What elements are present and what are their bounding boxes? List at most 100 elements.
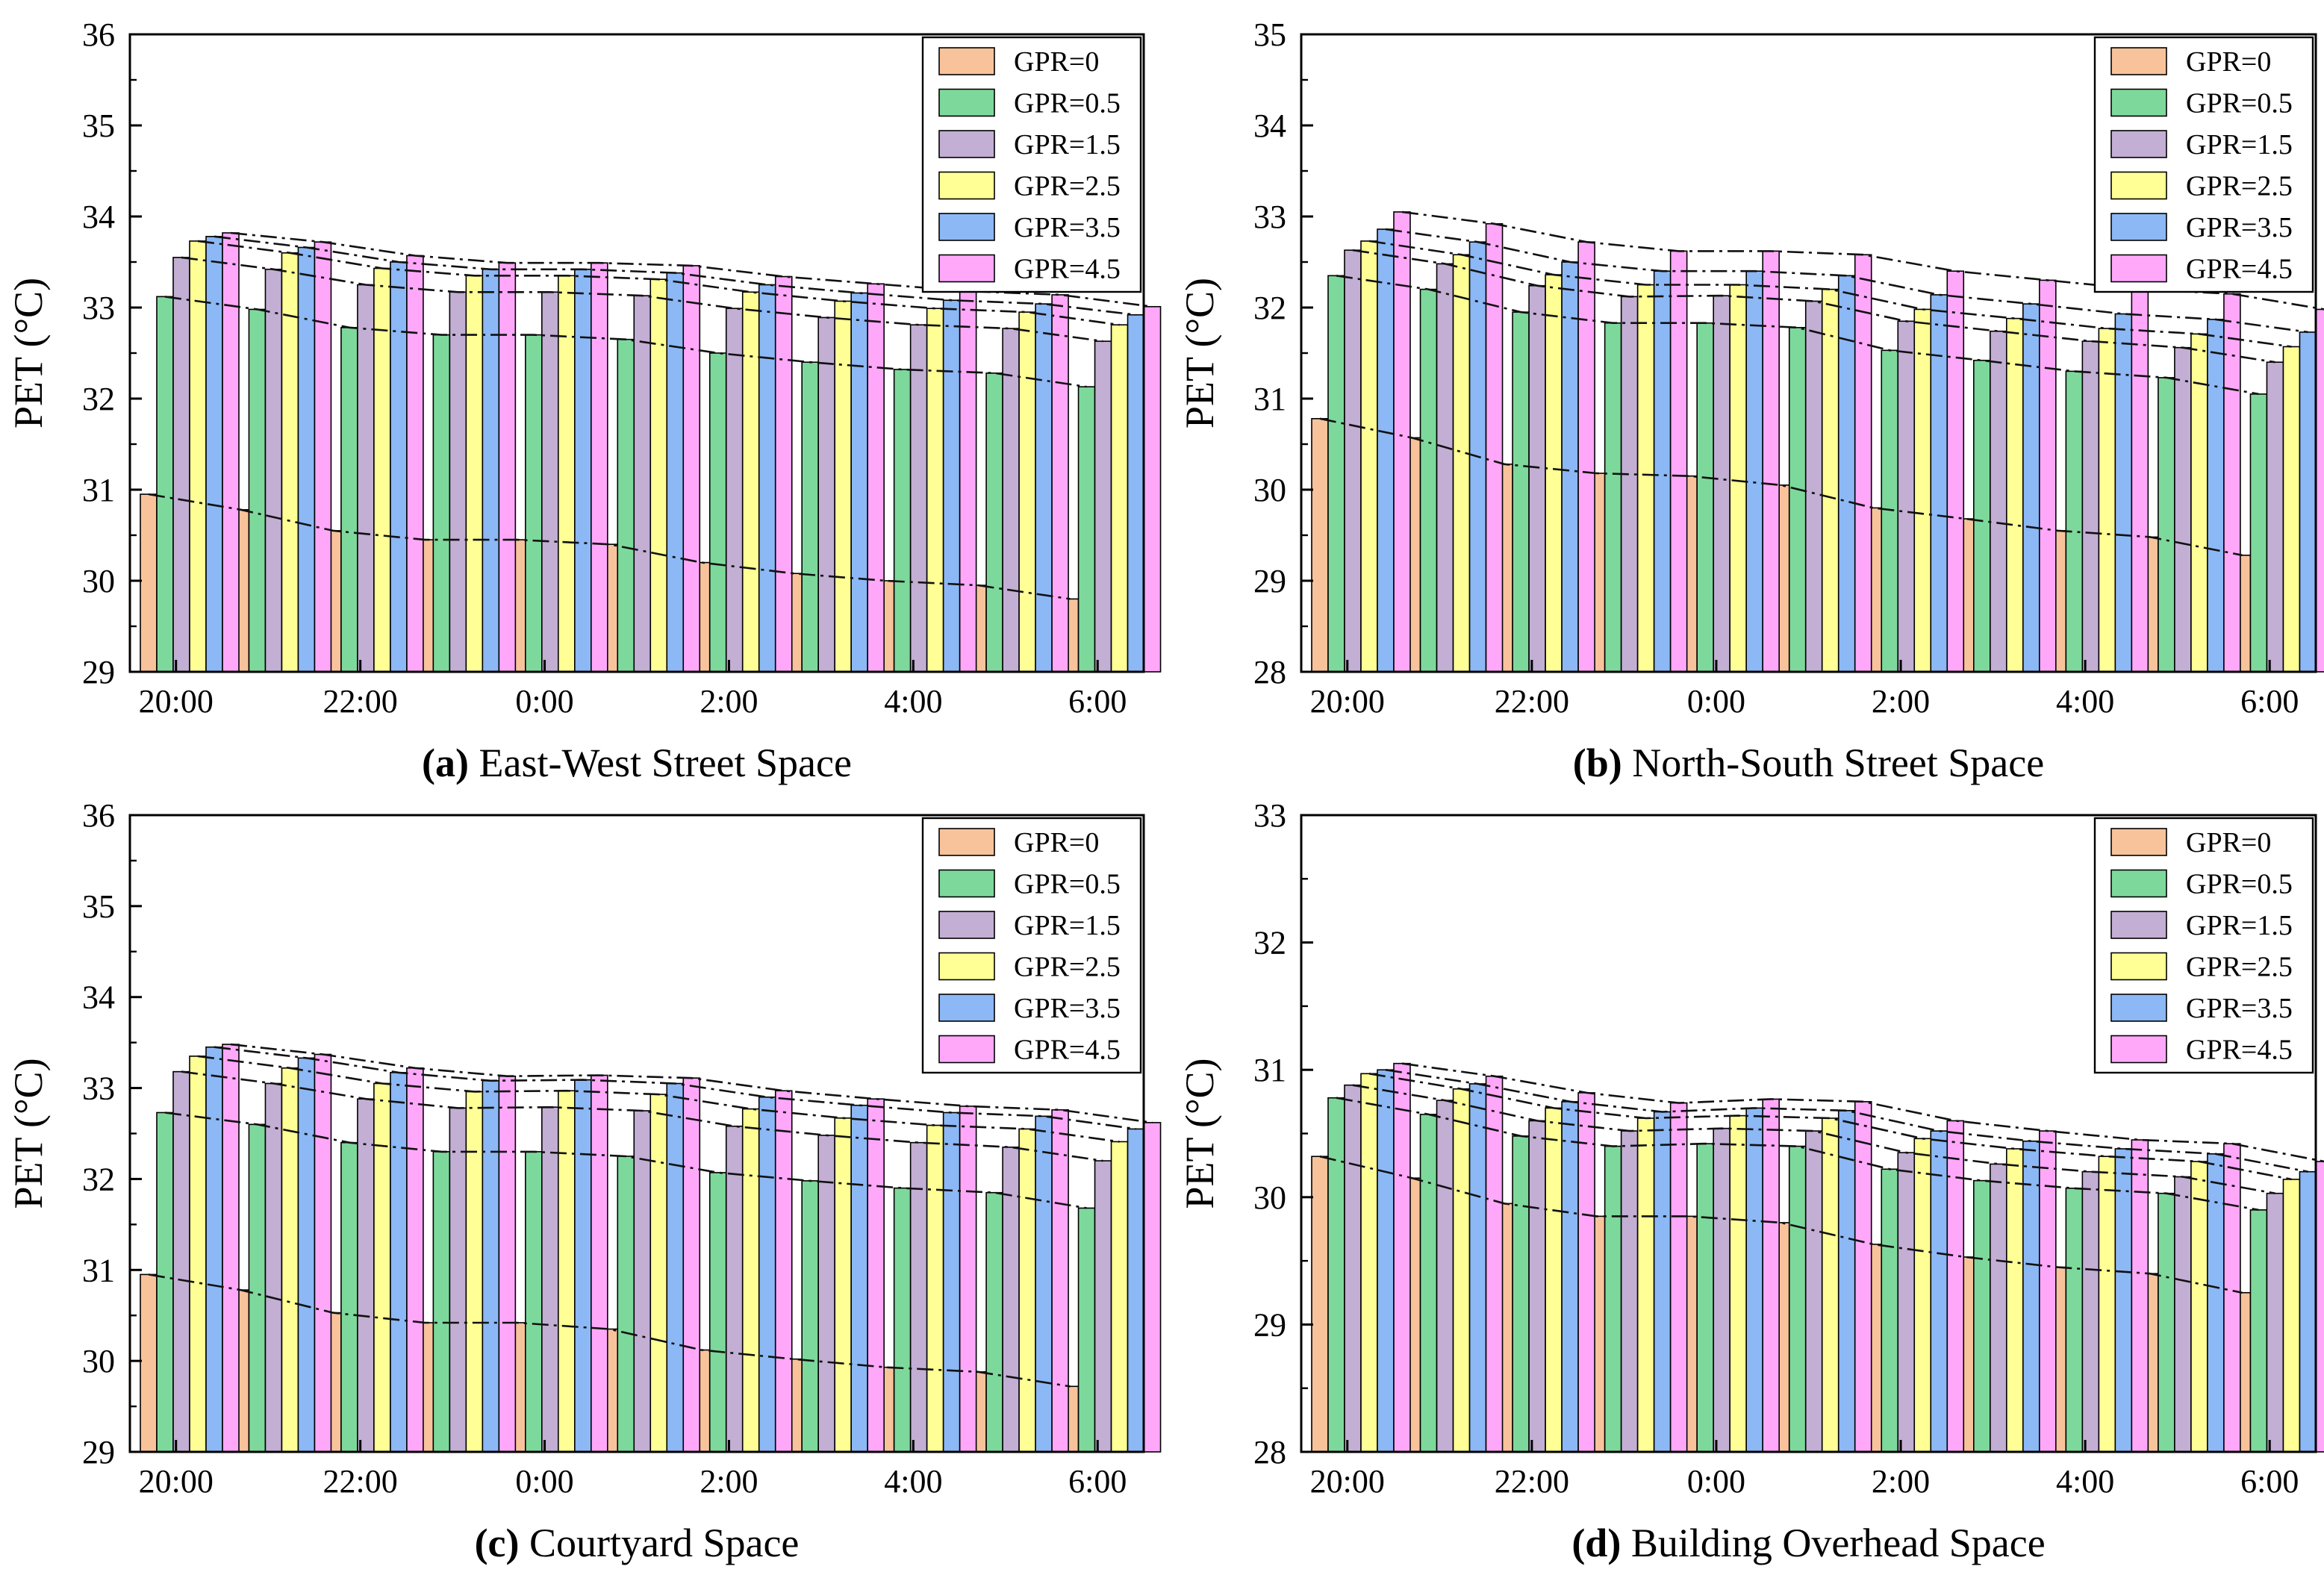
bar-GPR=4.5-22:00	[1577, 1092, 1595, 1453]
legend-swatch-GPR=0.5	[938, 869, 995, 898]
bar-GPR=3.5-0:00	[574, 1079, 592, 1453]
bar-GPR=4.5-5:00	[1051, 294, 1069, 673]
y-axis-label: PET (°C)	[6, 1058, 51, 1209]
legend-swatch-GPR=0	[2110, 47, 2167, 75]
bar-GPR=0.5-0:00	[1696, 1143, 1714, 1453]
bar-GPR=0.5-23:00	[1604, 1145, 1622, 1453]
bar-GPR=4.5-0:00	[1762, 1098, 1780, 1453]
bar-GPR=1.5-23:00	[449, 291, 467, 673]
bar-GPR=1.5-6:00	[2266, 1192, 2284, 1453]
bar-GPR=0.5-21:00	[1419, 288, 1438, 673]
y-tick-label: 32	[1253, 290, 1286, 326]
bar-GPR=2.5-21:00	[1452, 1088, 1471, 1453]
bar-GPR=3.5-23:00	[1653, 1111, 1672, 1453]
bar-GPR=2.5-3:00	[2006, 317, 2024, 673]
legend-label: GPR=4.5	[1014, 254, 1121, 285]
bar-GPR=0.5-6:00	[2249, 1209, 2268, 1453]
bar-GPR=2.5-20:00	[189, 1056, 207, 1453]
bar-GPR=3.5-20:00	[1377, 228, 1395, 673]
bar-GPR=0.5-20:00	[1327, 275, 1345, 673]
y-tick-label: 36	[82, 16, 115, 53]
legend-label: GPR=3.5	[1014, 993, 1121, 1024]
x-tick-label: 0:00	[515, 1463, 573, 1500]
legend-swatch-GPR=3.5	[2110, 213, 2167, 241]
panel-caption: (d) Building Overhead Space	[1571, 1521, 2045, 1565]
bar-GPR=4.5-3:00	[867, 1098, 885, 1453]
x-tick-label: 2:00	[1872, 1463, 1930, 1500]
bar-GPR=3.5-4:00	[2114, 313, 2133, 673]
legend-swatch-GPR=0	[938, 828, 995, 856]
bar-GPR=3.5-21:00	[297, 246, 316, 673]
bar-GPR=4.5-21:00	[314, 1053, 332, 1453]
bar-GPR=4.5-4:00	[2131, 1139, 2149, 1453]
bar-GPR=2.5-1:00	[649, 1094, 668, 1453]
bar-GPR=0.5-0:00	[1696, 322, 1714, 673]
bar-GPR=4.5-3:00	[2039, 279, 2057, 673]
legend-swatch-GPR=3.5	[938, 213, 995, 241]
x-tick-label: 0:00	[515, 683, 573, 720]
bar-GPR=4.5-2:00	[1946, 270, 1965, 673]
legend-label: GPR=2.5	[2186, 952, 2293, 983]
bar-GPR=4.5-6:00	[1143, 1122, 1162, 1453]
bar-GPR=2.5-6:00	[1110, 324, 1129, 673]
bar-GPR=1.5-0:00	[1713, 1127, 1730, 1453]
trend-line-GPR=2.5	[1368, 1073, 2292, 1181]
bar-GPR=3.5-23:00	[1653, 270, 1672, 673]
trend-line-GPR=2.5	[197, 1055, 1120, 1143]
bar-GPR=4.5-5:00	[1051, 1109, 1069, 1453]
bar-GPR=2.5-22:00	[1545, 1107, 1563, 1453]
y-tick-label: 31	[1253, 381, 1286, 417]
trend-line-GPR=4.5	[230, 1043, 1153, 1124]
bar-GPR=1.5-0:00	[541, 291, 559, 673]
y-tick-label: 29	[1253, 1306, 1286, 1343]
bar-GPR=0.5-4:00	[2065, 1188, 2084, 1453]
bar-GPR=3.5-2:00	[1930, 294, 1948, 673]
bar-GPR=4.5-6:00	[2315, 308, 2324, 673]
bar-GPR=1.5-4:00	[909, 324, 928, 673]
bar-GPR=2.5-5:00	[1018, 1128, 1036, 1453]
y-tick-label: 34	[1253, 107, 1286, 144]
bar-GPR=4.5-23:00	[498, 262, 517, 673]
bar-GPR=2.5-0:00	[558, 275, 576, 673]
bar-GPR=3.5-21:00	[297, 1057, 316, 1453]
y-tick-label: 33	[1253, 797, 1286, 834]
legend-box	[2093, 36, 2314, 293]
x-tick-label: 4:00	[884, 1463, 942, 1500]
trend-line-GPR=4.5	[1401, 1062, 2324, 1163]
bar-GPR=0-20:00	[140, 1273, 158, 1453]
chart-panel-c: 29 30 31 32 33 34 35 36 20:00 22:00 0:00 2:00 4:00 6:…	[6, 797, 1162, 1565]
bar-GPR=4.5-23:00	[498, 1075, 517, 1453]
bar-GPR=2.5-2:00	[1913, 308, 1932, 673]
bar-GPR=2.5-2:00	[741, 1108, 760, 1453]
panel-letter: (c)	[475, 1521, 529, 1565]
bar-GPR=0.5-2:00	[1881, 1168, 1899, 1453]
bar-GPR=0.5-0:00	[525, 1151, 543, 1453]
bar-GPR=4.5-3:00	[2039, 1130, 2057, 1453]
legend: GPR=0 GPR=0.5 GPR=1.5 GPR=2.5 GPR=3.5 GPR=4.5	[921, 36, 1142, 293]
bar-GPR=3.5-3:00	[850, 292, 868, 673]
bar-GPR=3.5-1:00	[1837, 275, 1856, 673]
bar-GPR=4.5-4:00	[959, 290, 977, 673]
x-tick-label: 6:00	[1068, 683, 1127, 720]
bar-GPR=1.5-1:00	[1804, 1130, 1823, 1453]
bar-GPR=3.5-3:00	[850, 1104, 868, 1453]
trend-line-GPR=0.5	[1336, 275, 2259, 396]
bar-GPR=2.5-23:00	[1636, 1117, 1655, 1453]
bar-GPR=0.5-20:00	[156, 1111, 174, 1453]
legend-label: GPR=0	[2186, 46, 2271, 78]
bar-GPR=0.5-5:00	[985, 1191, 1003, 1453]
bar-GPR=1.5-5:00	[1002, 1146, 1020, 1453]
legend-swatch-GPR=1.5	[2110, 130, 2167, 158]
bar-GPR=0.5-21:00	[1419, 1114, 1438, 1453]
bar-GPR=0.5-4:00	[2065, 370, 2084, 673]
bar-GPR=3.5-2:00	[758, 1096, 776, 1453]
bar-GPR=3.5-6:00	[1127, 1128, 1145, 1453]
bar-GPR=2.5-5:00	[2190, 1161, 2208, 1453]
bar-GPR=1.5-20:00	[1344, 249, 1362, 673]
y-tick-label: 30	[82, 1343, 115, 1379]
bar-GPR=4.5-5:00	[2223, 293, 2241, 673]
bar-GPR=0.5-2:00	[708, 352, 727, 673]
bar-GPR=2.5-22:00	[1545, 274, 1563, 673]
chart-panel-b: 28 29 30 31 32 33 34 35 20:00 22:00 0:00 2:00 4:00 6:…	[1177, 16, 2324, 785]
legend-label: GPR=2.5	[1014, 952, 1121, 983]
